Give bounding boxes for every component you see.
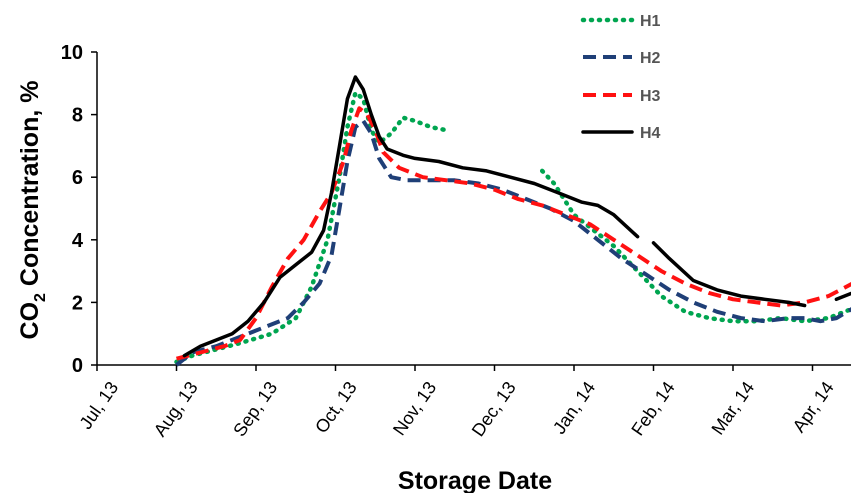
y-tick-label: 8 <box>72 105 83 127</box>
legend-label-h4: H4 <box>640 125 661 142</box>
legend-label-h1: H1 <box>640 13 661 30</box>
y-tick-label: 2 <box>72 292 83 314</box>
legend-label-h2: H2 <box>640 50 661 67</box>
x-tick-label: Oct, 13 <box>311 378 361 437</box>
x-tick-label: Jan, 14 <box>549 378 599 438</box>
x-tick-label: Apr, 14 <box>789 378 838 436</box>
x-tick-label: Sep, 13 <box>229 378 281 440</box>
legend-label-h3: H3 <box>640 88 661 105</box>
y-tick-label: 0 <box>72 355 83 377</box>
x-ticks: Jul, 13 Aug, 13 Sep, 13 Oct, 13 Nov, 13 Dec, … <box>75 365 838 440</box>
x-tick-label: Aug, 13 <box>150 378 202 440</box>
y-axis-title-suffix: Concentration, % <box>16 81 44 294</box>
series-line-h3 <box>175 106 851 361</box>
y-axis-title-prefix: CO <box>16 302 44 340</box>
y-tick-label: 6 <box>72 167 83 189</box>
y-tick-label: 10 <box>61 42 83 64</box>
x-tick-label: Mar, 14 <box>707 378 758 439</box>
axes <box>96 52 851 366</box>
series-line-h1 <box>174 90 851 365</box>
legend: H1 H2 H3 H4 <box>555 0 666 148</box>
x-tick-label: Jul, 13 <box>75 378 122 433</box>
x-tick-label: Nov, 13 <box>389 378 440 439</box>
x-tick-label: Dec, 13 <box>468 378 520 440</box>
x-axis-title: Storage Date <box>398 467 552 493</box>
series-line-h4 <box>182 75 851 358</box>
legend-box <box>555 0 666 148</box>
series-line-h2 <box>175 118 851 367</box>
x-tick-label: Feb, 14 <box>627 378 678 439</box>
y-axis-title: CO2 Concentration, % <box>16 81 49 340</box>
y-axis-title-subscript: 2 <box>32 293 49 302</box>
y-tick-label: 4 <box>72 230 84 252</box>
y-ticks: 0 2 4 6 8 10 <box>61 42 97 377</box>
series-layer <box>174 75 851 367</box>
